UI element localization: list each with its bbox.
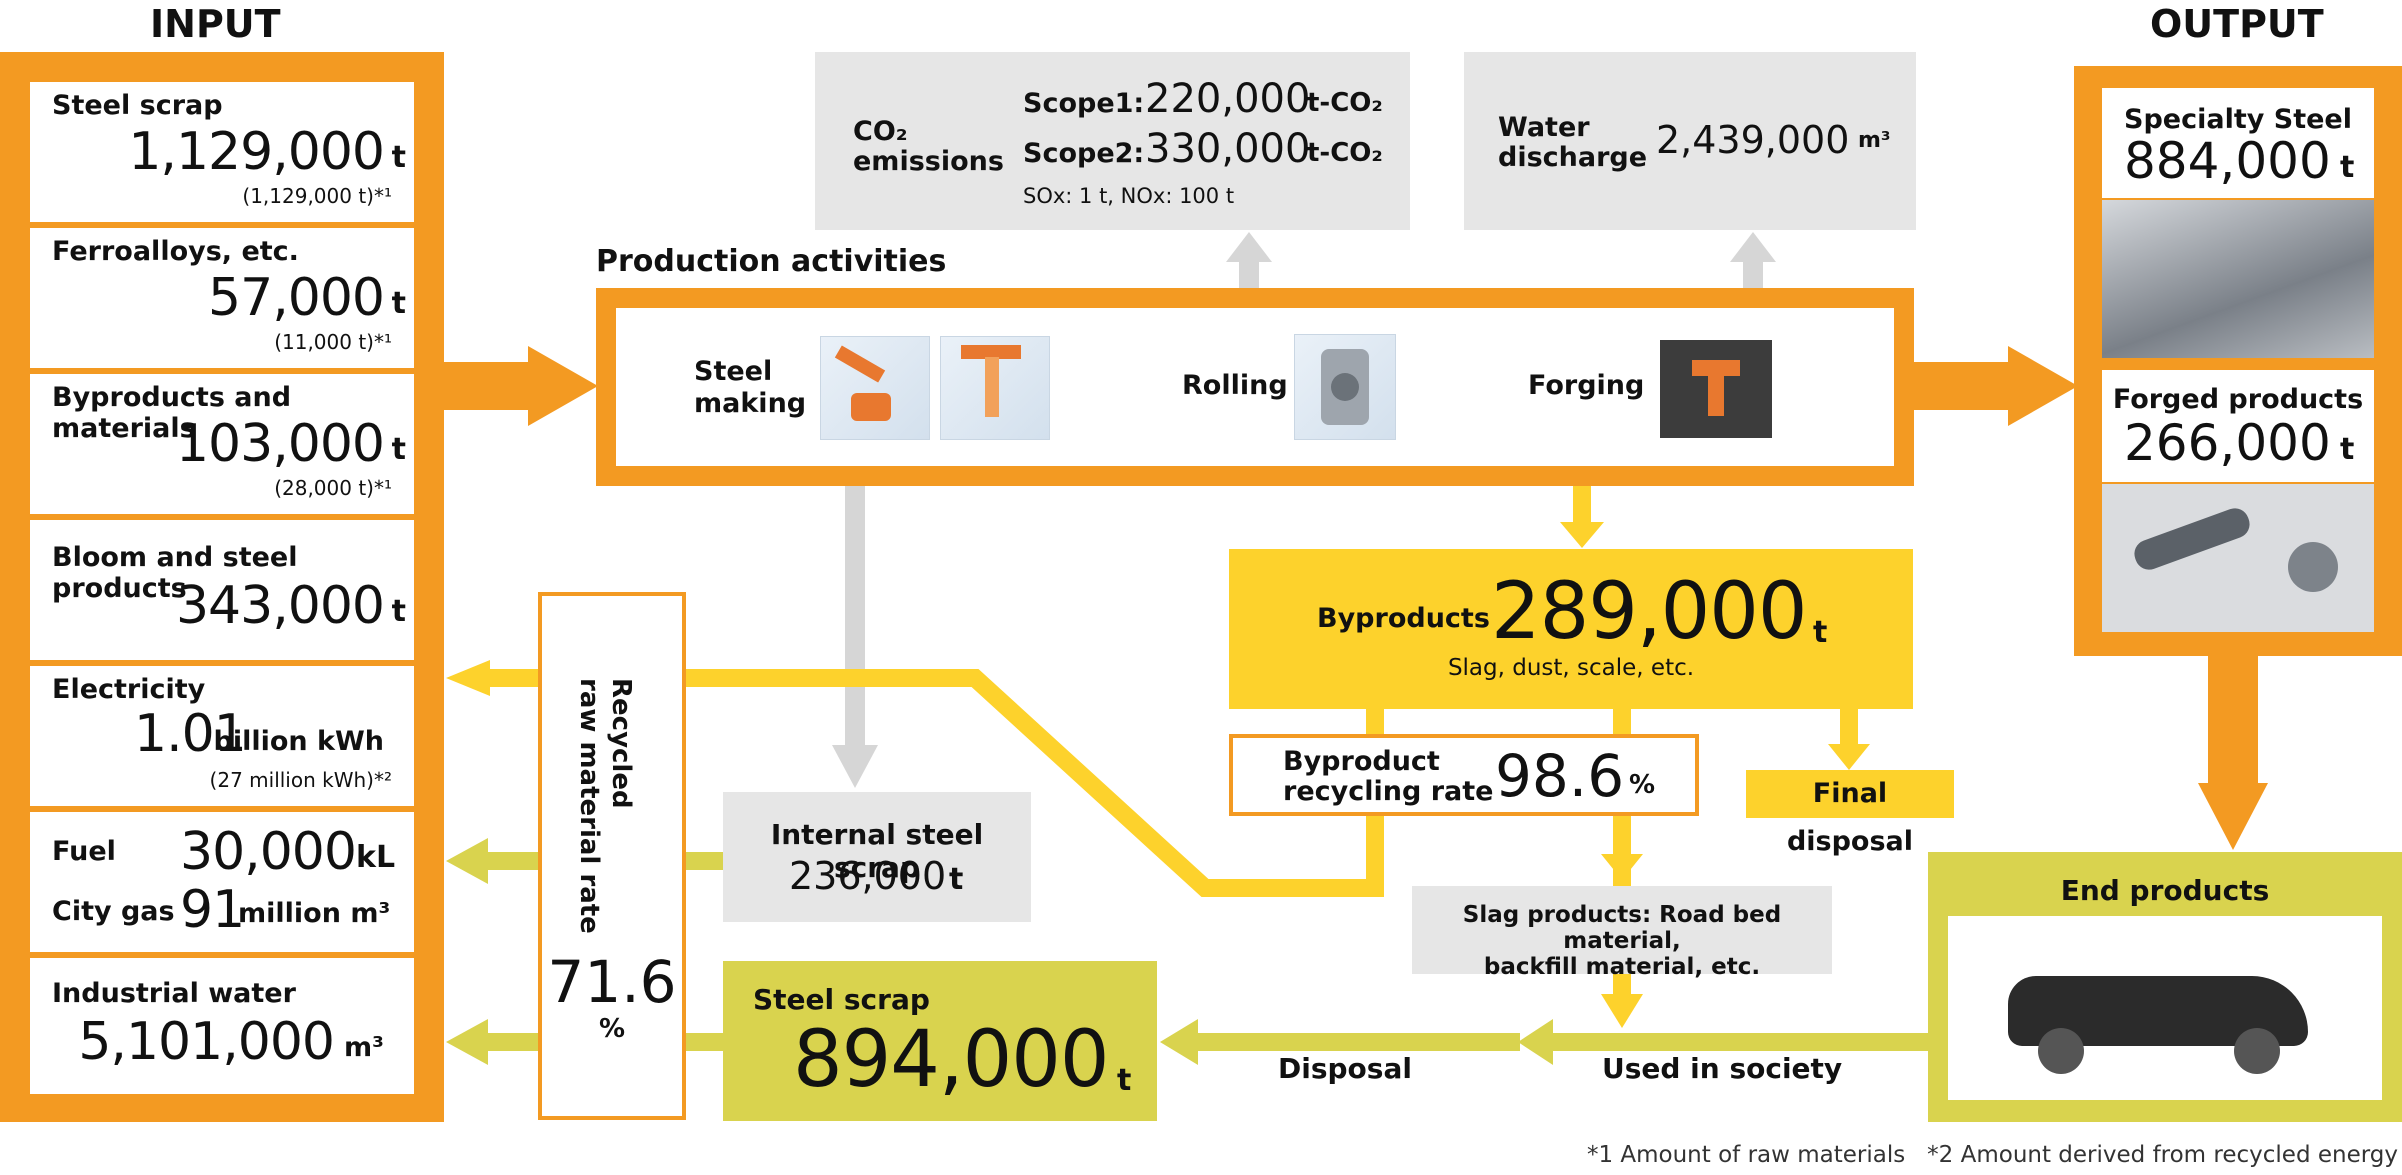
society-to-scrap-arrow [1160,1019,1198,1065]
internal-steel-scrap-box: Internal steel scrap 236,000 t [723,792,1031,922]
to-used-in-society-arrow [1601,994,1643,1028]
steelmaking-image-2 [940,336,1050,440]
disposal-label: Disposal [1278,1052,1412,1085]
recycled-raw-material-rate-box: Recycled raw material rate 71.6 % [538,592,686,1120]
byproducts-box: Byproducts 289,000 t Slag, dust, scale, … [1229,549,1913,709]
steel-scrap-box: Steel scrap 894,000 t [723,961,1157,1121]
rolling-label: Rolling [1182,370,1288,401]
water-up-arrow [1730,232,1776,262]
byproduct-return-arrow [446,660,490,696]
input-fuel-gas: Fuel 30,000 kL City gas 91 million m³ [30,812,414,952]
output-specialty-steel: Specialty Steel 884,000 t [2102,88,2374,198]
slag-products-box: Slag products: Road bed material, backfi… [1412,886,1832,980]
output-title: OUTPUT [2150,2,2324,46]
steelmaking-label: Steel [694,356,773,387]
footnote: *1 Amount of raw materials *2 Amount der… [1586,1142,2398,1168]
input-ferroalloys: Ferroalloys, etc. 57,000 t (11,000 t)*¹ [30,228,414,368]
co2-emissions-box: CO₂ emissions Scope1: 220,000 t-CO₂ Scop… [815,52,1410,230]
production-to-output-arrow [2008,346,2078,426]
input-to-production-arrow [528,346,598,426]
water-discharge-box: Water discharge 2,439,000 m³ [1464,52,1916,230]
to-slag-products-arrow [1601,854,1643,880]
production-to-byproducts-arrow [1560,522,1604,548]
steel-scrap-return-arrow [446,1019,488,1065]
specialty-steel-image [2102,200,2374,358]
rolling-image [1294,334,1396,440]
used-in-society-label: Used in society [1602,1052,1843,1085]
internal-scrap-down-arrow [832,745,878,788]
forging-label: Forging [1528,370,1645,401]
end-to-society-arrow [1518,1019,1553,1065]
end-products-image [1948,916,2382,1100]
output-forged-products: Forged products 266,000 t [2102,370,2374,482]
input-steel-scrap: Steel scrap 1,129,000 t (1,129,000 t)*¹ [30,82,414,222]
internal-scrap-return-arrow [446,838,488,884]
byproduct-return-line [490,669,1384,897]
forged-products-image [2102,484,2374,632]
output-to-end-products-arrow [2198,783,2268,850]
co2-up-arrow [1226,232,1272,262]
recycling-rate-box: Byproduct recycling rate 98.6 % [1229,734,1699,816]
input-bloom: Bloom and steel products 343,000 t [30,520,414,660]
production-panel [596,288,1914,486]
to-final-disposal-arrow [1828,744,1870,770]
forging-image [1660,340,1772,438]
input-byproducts-materials: Byproducts and materials 103,000 t (28,0… [30,374,414,514]
production-title: Production activities [596,244,947,279]
input-title: INPUT [150,2,281,46]
steelmaking-image-1 [820,336,930,440]
input-industrial-water: Industrial water 5,101,000 m³ [30,958,414,1094]
final-disposal-box: Final disposal [1746,770,1954,857]
input-electricity: Electricity 1.01 billion kWh (27 million… [30,666,414,806]
end-products-box: End products [1928,852,2402,1122]
